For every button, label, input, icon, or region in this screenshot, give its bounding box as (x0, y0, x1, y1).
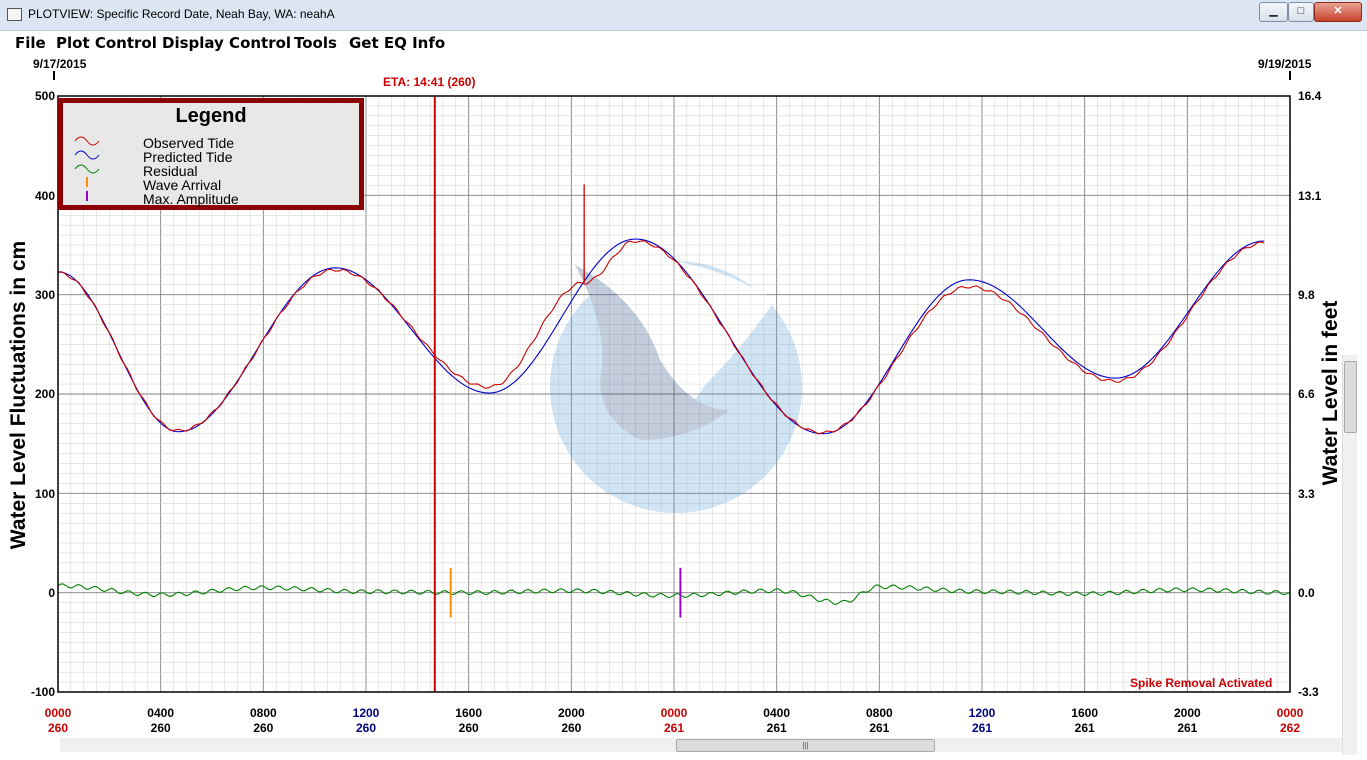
x-tick-day: 261 (869, 721, 890, 735)
x-tick-label: 0800 261 (849, 706, 909, 736)
x-tick-time: 1600 (1071, 706, 1098, 720)
maximize-button[interactable]: □ (1288, 2, 1314, 22)
x-tick-time: 2000 (1173, 706, 1201, 720)
x-tick-day: 260 (150, 721, 171, 735)
x-tick-time: 1600 (455, 706, 482, 720)
x-tick-time: 0800 (865, 706, 893, 720)
x-tick-day: 260 (561, 721, 582, 735)
x-tick-day: 260 (355, 721, 377, 735)
x-tick-label: 2000 260 (541, 706, 601, 736)
x-tick-time: 0400 (147, 706, 174, 720)
right-axis-title: Water Level in feet (1319, 300, 1342, 486)
legend-title: Legend (175, 105, 247, 127)
right-tick-3-3: 3.3 (1298, 487, 1315, 501)
series-line-2 (57, 583, 1291, 605)
x-tick-time: 0000 (1276, 706, 1304, 720)
x-tick-label: 0400 260 (131, 706, 191, 736)
eta-label: ETA: 14:41 (260) (383, 75, 476, 89)
left-tick-500: 500 (34, 89, 55, 103)
window-title: PLOTVIEW: Specific Record Date, Neah Bay… (28, 7, 335, 21)
x-tick-label: 2000 261 (1157, 706, 1217, 736)
vertical-scroll-thumb[interactable] (1344, 361, 1357, 433)
legend-predicted-symbol (74, 150, 100, 160)
x-tick-day: 261 (1177, 721, 1198, 735)
menu-bar: File Plot Control Display Control Tools … (0, 31, 1367, 53)
noaa-watermark-logo (550, 257, 802, 513)
x-tick-day: 260 (458, 721, 479, 735)
horizontal-scroll-thumb[interactable]: ||| (676, 739, 935, 752)
app-icon[interactable] (7, 8, 22, 21)
left-tick-200: 200 (34, 387, 55, 401)
legend-residual-label: Residual (143, 163, 198, 179)
minimize-button[interactable]: ▁ (1259, 2, 1288, 22)
x-tick-time: 2000 (557, 706, 585, 720)
legend-arrival-label: Wave Arrival (143, 177, 222, 193)
vertical-scrollbar[interactable] (1342, 355, 1357, 755)
x-tick-day: 261 (766, 721, 787, 735)
right-tick-minus3-3: -3.3 (1298, 685, 1319, 699)
right-tick-16-4: 16.4 (1298, 89, 1322, 103)
legend-box: Legend Observed Tide Predicted Tide Resi… (58, 98, 364, 210)
x-tick-label: 0000 262 (1260, 706, 1320, 736)
menu-tools[interactable]: Tools (294, 34, 337, 52)
end-date-tick (1289, 71, 1291, 80)
right-tick-13-1: 13.1 (1298, 189, 1322, 203)
chart-grid (57, 95, 1291, 693)
x-tick-day: 260 (253, 721, 274, 735)
x-tick-label: 1200 260 (336, 706, 396, 736)
series-layer (57, 238, 1291, 605)
x-tick-day: 260 (47, 721, 69, 735)
x-tick-label: 1200 261 (952, 706, 1012, 736)
close-button[interactable]: ✕ (1314, 2, 1362, 22)
legend-symbols (74, 136, 100, 201)
menu-get-eq-info[interactable]: Get EQ Info (349, 34, 446, 52)
x-tick-time: 0000 (44, 706, 72, 720)
x-tick-day: 262 (1279, 721, 1301, 735)
legend-observed-label: Observed Tide (143, 135, 235, 151)
x-tick-time: 0800 (249, 706, 277, 720)
x-tick-label: 0000 261 (644, 706, 704, 736)
menu-display-control[interactable]: Display Control (162, 34, 292, 52)
right-tick-0-0: 0.0 (1298, 586, 1315, 600)
menu-file[interactable]: File (15, 34, 46, 52)
left-tick-400: 400 (34, 189, 55, 203)
left-axis-title: Water Level Fluctuations in cm (7, 240, 30, 550)
x-tick-label: 0400 261 (747, 706, 807, 736)
legend-residual-symbol (74, 164, 100, 174)
title-bar: PLOTVIEW: Specific Record Date, Neah Bay… (0, 0, 1367, 31)
series-line-0 (57, 238, 1265, 435)
menu-plot-control[interactable]: Plot Control (56, 34, 157, 52)
start-date-label: 9/17/2015 (33, 57, 87, 71)
x-tick-time: 0400 (763, 706, 790, 720)
x-tick-day: 261 (971, 721, 993, 735)
x-tick-label: 0800 260 (233, 706, 293, 736)
x-tick-time: 1200 (968, 706, 996, 720)
events-layer (433, 96, 682, 692)
spike-removal-note: Spike Removal Activated (1130, 676, 1273, 690)
plot-frame (57, 95, 1291, 693)
x-tick-label: 1600 260 (439, 706, 499, 736)
horizontal-scrollbar[interactable]: ||| (60, 738, 1342, 752)
legend-predicted-label: Predicted Tide (143, 149, 233, 165)
left-tick-0: 0 (48, 586, 55, 600)
right-tick-6-6: 6.6 (1298, 387, 1315, 401)
legend-observed-symbol (74, 136, 100, 146)
x-tick-time: 0000 (660, 706, 688, 720)
left-tick-100: 100 (34, 487, 55, 501)
x-tick-label: 0000 260 (28, 706, 88, 736)
left-tick-minus100: -100 (30, 685, 55, 699)
legend-maxamp-label: Max. Amplitude (143, 191, 239, 207)
x-tick-day: 261 (663, 721, 685, 735)
x-tick-day: 261 (1074, 721, 1095, 735)
x-tick-time: 1200 (352, 706, 380, 720)
start-date-tick (53, 71, 55, 80)
right-tick-9-8: 9.8 (1298, 288, 1315, 302)
end-date-label: 9/19/2015 (1258, 57, 1312, 71)
x-tick-label: 1600 261 (1055, 706, 1115, 736)
series-line-1 (57, 240, 1265, 435)
left-tick-300: 300 (34, 288, 55, 302)
